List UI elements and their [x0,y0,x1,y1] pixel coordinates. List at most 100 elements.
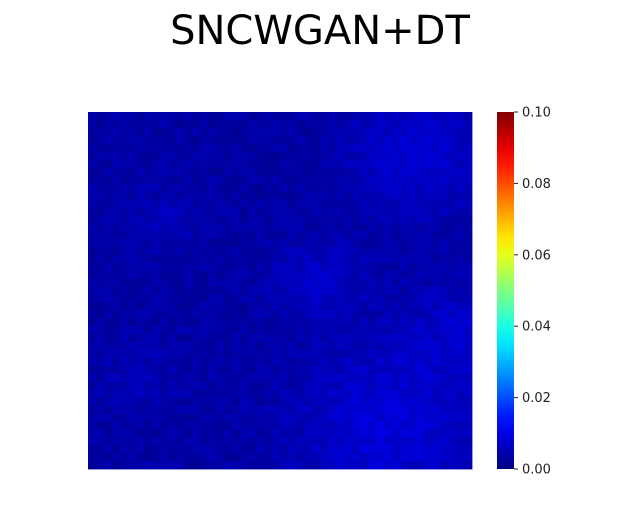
heatmap-cell [216,413,225,422]
heatmap-cell [144,151,153,160]
heatmap-cell [296,151,305,160]
heatmap-cell [360,262,369,272]
heatmap-cell [176,254,185,264]
heatmap-cell [128,159,137,168]
heatmap-cell [336,334,345,343]
heatmap-cell [448,191,457,200]
heatmap-cell [464,397,473,406]
heatmap-cell [280,191,289,200]
heatmap-cell [416,437,425,446]
heatmap-cell [368,151,377,160]
heatmap-cell [112,294,121,303]
heatmap-cell [144,278,153,287]
heatmap-cell [320,207,329,216]
heatmap-cell [112,183,121,192]
heatmap-cell [392,119,401,129]
heatmap-cell [392,270,401,279]
heatmap-cell [224,207,233,216]
heatmap-cell [280,119,289,129]
heatmap-cell [184,326,193,335]
heatmap-cell [424,294,433,303]
colorbar-tick-label: 0.02 [522,391,551,406]
heatmap-cell [352,318,361,327]
heatmap-cell [360,350,369,359]
heatmap-cell [328,397,337,406]
heatmap-cell [208,151,217,160]
heatmap-cell [344,191,353,200]
heatmap-cell [304,199,313,208]
heatmap-cell [408,135,417,145]
heatmap-cell [320,151,329,160]
heatmap-cell [160,191,169,200]
heatmap-cell [240,199,249,208]
heatmap-cell [384,397,393,406]
heatmap-cell [240,405,249,414]
heatmap-cell [280,350,289,359]
heatmap-cell [216,389,225,398]
heatmap-cell [120,413,129,422]
heatmap-cell [144,135,153,145]
heatmap-cell [248,429,257,438]
heatmap-cell [104,318,113,327]
heatmap-cell [160,254,169,264]
heatmap-cell [192,453,201,462]
heatmap-cell [448,207,457,216]
heatmap-cell [160,151,169,160]
heatmap-cell [96,231,105,240]
heatmap-cell [192,334,201,343]
heatmap-cell [456,421,465,430]
heatmap-cell [416,143,425,153]
heatmap-cell [240,318,249,327]
heatmap-cell [120,302,129,311]
heatmap-cell [136,334,145,343]
heatmap-cell [240,326,249,335]
heatmap-cell [456,350,465,359]
heatmap-cell [184,127,193,137]
heatmap-cell [104,127,113,137]
heatmap-cell [448,262,457,272]
heatmap-cell [384,326,393,335]
heatmap-cell [432,318,441,327]
heatmap-cell [280,334,289,343]
heatmap-cell [160,143,169,153]
heatmap-cell [136,246,145,256]
heatmap-cell [312,429,321,438]
heatmap-cell [376,302,385,311]
heatmap-cell [104,326,113,335]
heatmap-cell [120,350,129,359]
heatmap-cell [224,318,233,327]
heatmap-cell [200,373,209,383]
heatmap-cell [128,389,137,398]
heatmap-cell [272,135,281,145]
heatmap-cell [232,397,241,406]
heatmap-cell [136,397,145,406]
heatmap-cell [456,286,465,295]
heatmap-cell [128,254,137,264]
heatmap-cell [384,389,393,398]
heatmap-cell [128,342,137,351]
heatmap-cell [192,119,201,129]
heatmap-cell [432,445,441,454]
heatmap-cell [448,318,457,327]
heatmap-cell [88,294,97,303]
heatmap-cell [336,215,345,224]
heatmap-cell [112,127,121,137]
heatmap-cell [112,278,121,287]
heatmap-cell [144,389,153,398]
heatmap-cell [128,223,137,232]
heatmap-cell [128,294,137,303]
heatmap-cell [376,453,385,462]
heatmap-cell [416,270,425,279]
heatmap-cell [408,461,417,470]
heatmap-cell [328,254,337,264]
heatmap-cell [88,151,97,160]
heatmap-cell [184,286,193,295]
heatmap-cell [232,342,241,351]
heatmap-cell [160,215,169,224]
heatmap-cell [200,262,209,272]
heatmap-cell [240,246,249,256]
heatmap-cell [152,461,161,470]
heatmap-cell [256,151,265,160]
heatmap-cell [456,342,465,351]
heatmap-cell [232,270,241,279]
